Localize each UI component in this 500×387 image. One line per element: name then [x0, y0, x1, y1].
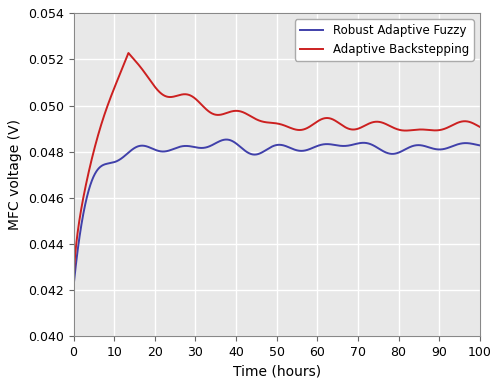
Adaptive Backstepping	[226, 110, 232, 114]
Robust Adaptive Fuzzy	[70, 286, 76, 290]
Robust Adaptive Fuzzy	[141, 144, 147, 148]
Robust Adaptive Fuzzy	[469, 141, 475, 146]
Robust Adaptive Fuzzy	[476, 143, 482, 148]
Legend: Robust Adaptive Fuzzy, Adaptive Backstepping: Robust Adaptive Fuzzy, Adaptive Backstep…	[295, 19, 474, 61]
Robust Adaptive Fuzzy	[244, 150, 250, 154]
Adaptive Backstepping	[469, 120, 475, 125]
Adaptive Backstepping	[70, 286, 76, 290]
X-axis label: Time (hours): Time (hours)	[232, 365, 320, 378]
Adaptive Backstepping	[244, 112, 250, 116]
Adaptive Backstepping	[117, 72, 123, 76]
Robust Adaptive Fuzzy	[224, 137, 230, 142]
Adaptive Backstepping	[126, 51, 132, 55]
Adaptive Backstepping	[425, 128, 431, 132]
Adaptive Backstepping	[476, 125, 482, 129]
Line: Robust Adaptive Fuzzy: Robust Adaptive Fuzzy	[74, 140, 480, 288]
Robust Adaptive Fuzzy	[117, 157, 123, 162]
Y-axis label: MFC voltage (V): MFC voltage (V)	[8, 119, 22, 230]
Adaptive Backstepping	[141, 70, 147, 74]
Robust Adaptive Fuzzy	[425, 145, 431, 149]
Robust Adaptive Fuzzy	[226, 138, 232, 142]
Line: Adaptive Backstepping: Adaptive Backstepping	[74, 53, 480, 288]
